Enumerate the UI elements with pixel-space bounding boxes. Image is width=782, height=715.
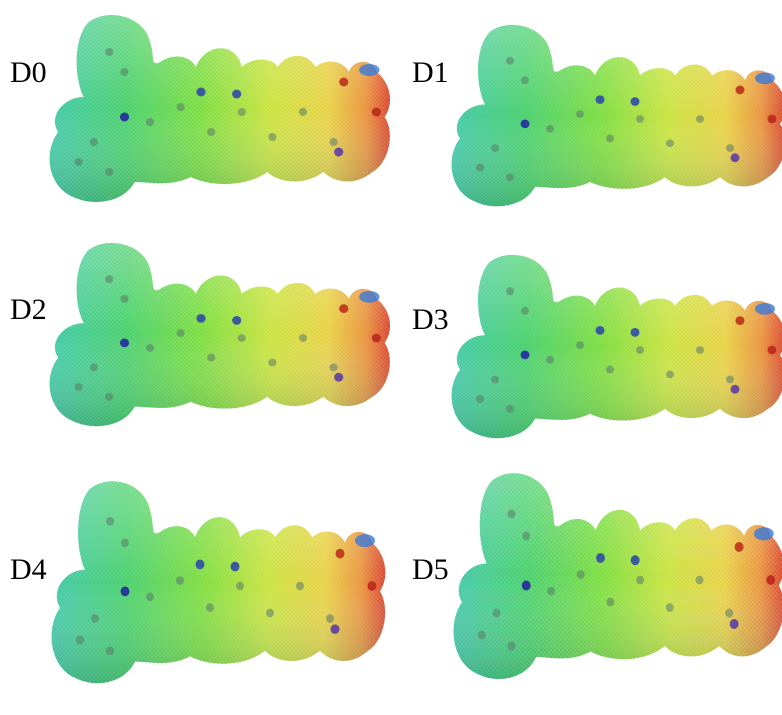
panel-label: D1 <box>412 56 449 89</box>
panel-label: D5 <box>412 553 449 586</box>
panel-d4: D4 <box>10 481 385 683</box>
panel-label: D4 <box>10 553 47 586</box>
panel-d0: D0 <box>10 15 390 202</box>
figure: D0 D1 D2 D3 D4 D5 <box>0 0 782 715</box>
panel-label: D2 <box>10 293 47 326</box>
panel-d3: D3 <box>412 255 782 438</box>
page: {"panels": [{"label": "D0"}, {"label": "… <box>0 0 782 715</box>
panel-d1: D1 <box>412 25 782 206</box>
panel-d2: D2 <box>10 243 390 426</box>
panel-d5: D5 <box>412 473 782 679</box>
esp-map <box>50 243 390 426</box>
esp-map <box>50 15 390 202</box>
esp-map <box>452 25 782 206</box>
esp-map <box>454 473 782 679</box>
panel-label: D3 <box>412 303 449 336</box>
esp-map <box>452 255 782 438</box>
panel-label: D0 <box>10 56 47 89</box>
esp-map <box>52 481 386 683</box>
